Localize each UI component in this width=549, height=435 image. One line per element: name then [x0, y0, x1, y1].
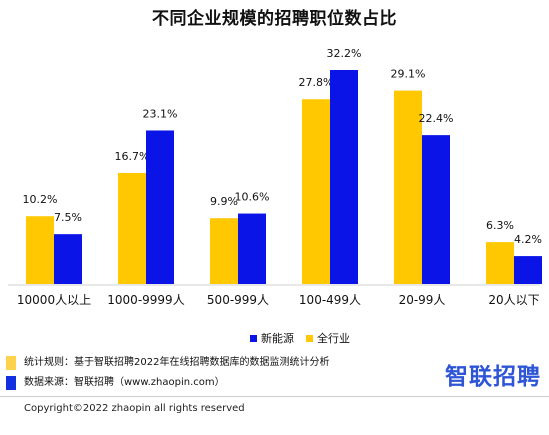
bar-all-industry-4: [394, 90, 422, 285]
data-label-new-energy-0: 7.5%: [54, 211, 82, 224]
note-rule-text: 统计规则：基于智联招聘2022年在线招聘数据库的数据监测统计分析: [24, 357, 330, 368]
bar-all-industry-0: [26, 216, 54, 284]
data-label-all-industry-2: 9.9%: [210, 195, 238, 208]
x-tick-label-1: 1000-9999人: [107, 293, 184, 307]
bar-new-energy-2: [238, 213, 266, 284]
legend: 新能源 全行业: [250, 330, 350, 346]
data-label-all-industry-0: 10.2%: [23, 193, 58, 206]
note-source: 数据来源：智联招聘（www.zhaopin.com）: [6, 373, 329, 393]
chart-title: 不同企业规模的招聘职位数占比: [152, 9, 397, 29]
x-tick-label-4: 20-99人: [399, 293, 446, 307]
x-tick-label-0: 10000人以上: [17, 293, 91, 307]
data-label-new-energy-5: 4.2%: [514, 233, 542, 246]
data-label-new-energy-4: 22.4%: [419, 112, 454, 125]
bar-all-industry-1: [118, 173, 146, 284]
legend-swatch-all-industry: [306, 334, 313, 342]
legend-item-new-energy: 新能源: [250, 330, 294, 346]
notes: 统计规则：基于智联招聘2022年在线招聘数据库的数据监测统计分析 数据来源：智联…: [6, 353, 329, 393]
bar-new-energy-4: [422, 135, 450, 284]
legend-swatch-new-energy: [250, 334, 257, 342]
bar-new-energy-3: [330, 70, 358, 284]
bar-all-industry-5: [486, 242, 514, 284]
data-label-all-industry-3: 27.8%: [299, 76, 334, 89]
x-tick-label-2: 500-999人: [207, 293, 269, 307]
data-label-new-energy-1: 23.1%: [143, 107, 178, 120]
data-label-all-industry-1: 16.7%: [115, 150, 150, 163]
bar-all-industry-3: [302, 99, 330, 284]
note-rule: 统计规则：基于智联招聘2022年在线招聘数据库的数据监测统计分析: [6, 353, 329, 373]
legend-label-all-industry: 全行业: [317, 332, 350, 345]
data-label-all-industry-4: 29.1%: [391, 68, 426, 81]
data-label-all-industry-5: 6.3%: [486, 219, 514, 232]
data-label-new-energy-2: 10.6%: [235, 191, 270, 204]
bar-chart: 10.2% 7.5% 10000人以上 16.7% 23.1% 1000-9999人 9.9…: [8, 47, 542, 307]
bar-all-industry-2: [210, 218, 238, 284]
bar-new-energy-1: [146, 130, 174, 284]
bar-new-energy-5: [514, 256, 542, 284]
note-rule-marker: [6, 356, 16, 370]
legend-item-all-industry: 全行业: [306, 330, 350, 346]
data-label-new-energy-3: 32.2%: [327, 47, 362, 60]
footer-divider: [0, 396, 549, 397]
zhaopin-logo: 智联招聘: [445, 364, 541, 390]
legend-label-new-energy: 新能源: [261, 332, 294, 345]
note-source-marker: [6, 376, 16, 390]
x-tick-label-3: 100-499人: [299, 293, 361, 307]
x-tick-label-5: 20人以下: [488, 293, 539, 307]
note-source-text: 数据来源：智联招聘（www.zhaopin.com）: [24, 377, 225, 388]
bar-new-energy-0: [54, 234, 82, 284]
copyright-text: Copyright©2022 zhaopin all rights reserv…: [24, 403, 245, 414]
